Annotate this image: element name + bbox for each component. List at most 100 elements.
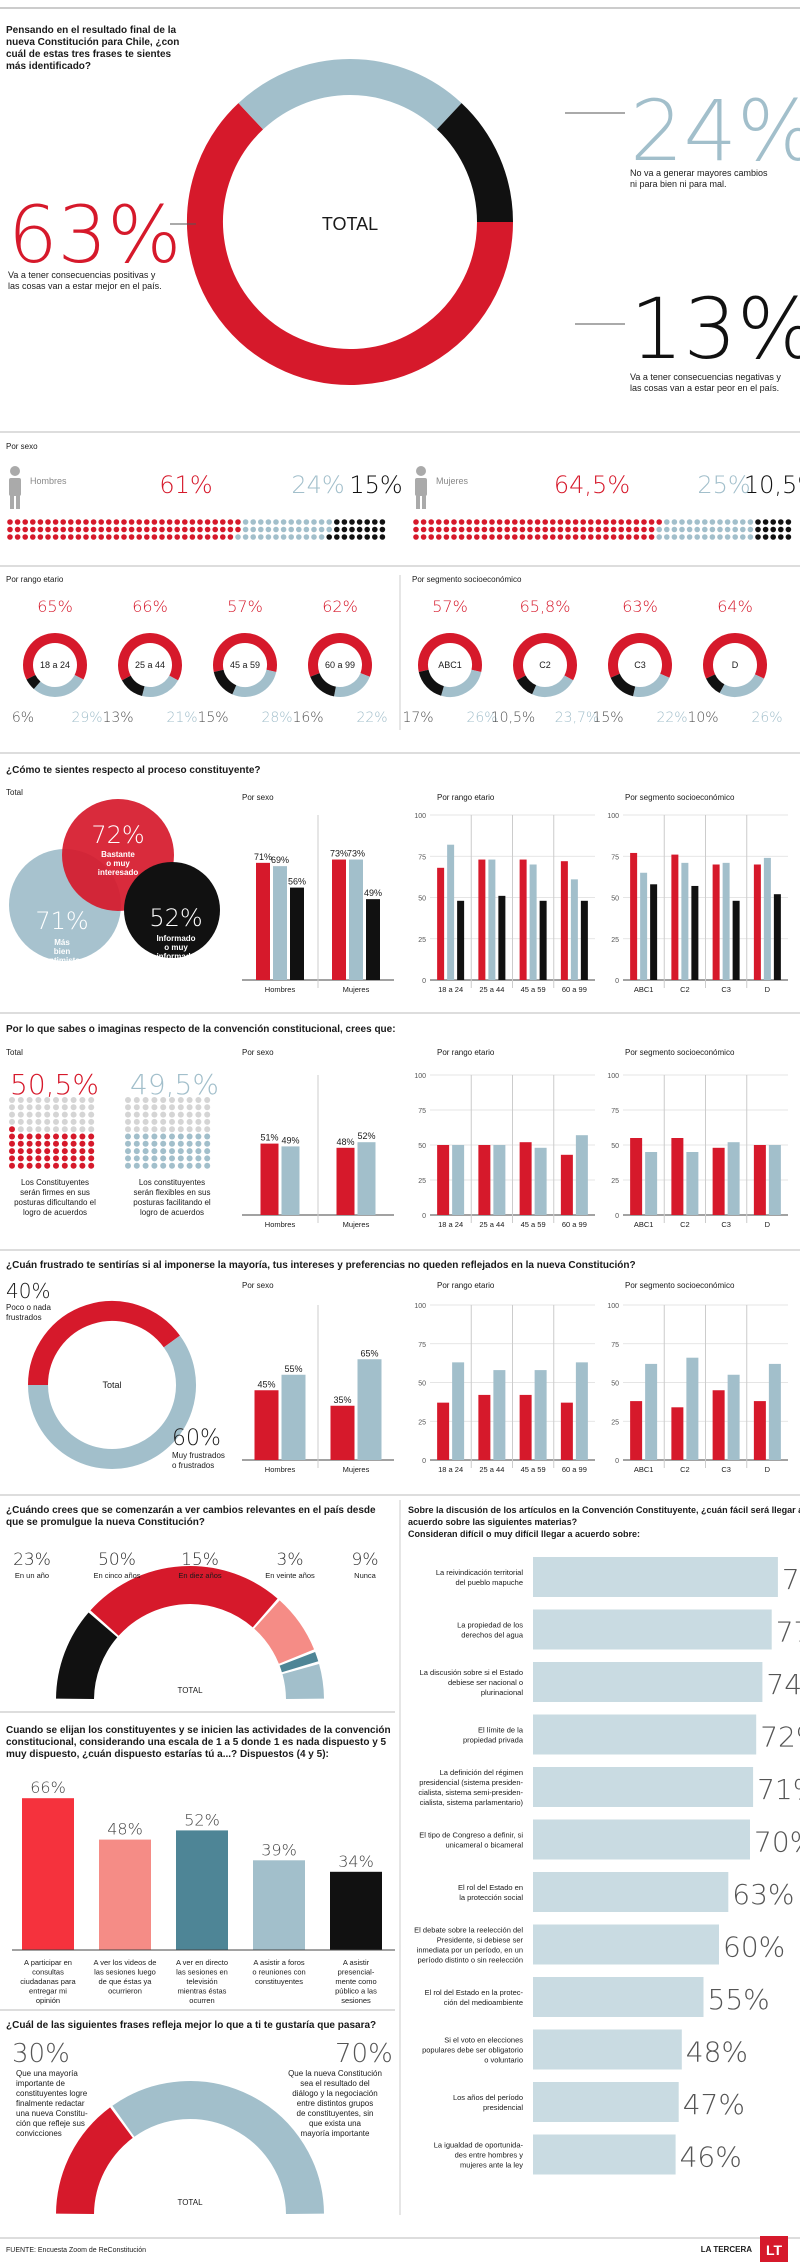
difficulty-topic: plurinacional <box>481 1688 523 1697</box>
interest-sex-chart-bar-value: 71% <box>254 852 272 862</box>
changes-label: En un año <box>15 1571 49 1580</box>
donut-label: 18 a 24 <box>40 660 70 670</box>
mujeres-dot <box>504 526 511 533</box>
flexible-dot-matrix-dot <box>142 1140 149 1147</box>
interest-sex-chart-bar-value: 69% <box>271 855 289 865</box>
mujeres-dot <box>496 526 503 533</box>
hombres-dot <box>280 534 287 540</box>
mujeres-dot <box>542 526 548 533</box>
disposition-bar <box>99 1839 151 1950</box>
hombres-dot <box>113 526 120 533</box>
difficulty-topic: presidencial (sistema presiden- <box>419 1778 523 1787</box>
flexible-dot-matrix-dot <box>169 1148 175 1155</box>
mujeres-dot <box>466 534 473 540</box>
mujeres-dot <box>481 534 488 540</box>
frustration-sex-chart-bar-value: 35% <box>333 1395 351 1405</box>
flexible-dot-matrix-dot <box>186 1155 193 1162</box>
flexible-caption: posturas facilitando el <box>133 1198 211 1207</box>
hombres-dot <box>356 526 363 533</box>
mujeres-dot <box>496 519 503 525</box>
attitude-seg-chart-category-label: D <box>765 1220 771 1229</box>
hombres-dot <box>52 519 59 525</box>
changes-half-donut-segment <box>90 1566 278 1637</box>
flexible-dot-matrix-dot <box>125 1148 131 1155</box>
mujeres-dot <box>702 519 708 525</box>
majority-caption: finalmente redactar <box>16 2099 85 2108</box>
flexible-caption: logro de acuerdos <box>140 1208 204 1217</box>
firm-dot-matrix-dot <box>61 1148 68 1155</box>
small-donut-segment <box>719 674 764 697</box>
firm-dot-matrix-dot <box>35 1118 42 1125</box>
hombres-dot <box>341 526 348 533</box>
flexible-dot-matrix-dot <box>125 1140 131 1147</box>
flexible-dot-matrix-dot <box>204 1126 211 1133</box>
attitude-seg-chart-tick-label: 75 <box>611 1108 619 1115</box>
mujeres-dot <box>656 534 662 540</box>
hombres-dot <box>379 519 386 525</box>
flexible-dot-matrix-dot <box>160 1148 167 1155</box>
firm-percent: 50,5% <box>10 1068 99 1101</box>
frustration-seg-chart-bar <box>686 1357 699 1460</box>
flexible-dot-matrix-dot <box>186 1140 193 1147</box>
difficulty-topic: El debate sobre la reelección del <box>414 1926 523 1935</box>
attitude-sex-chart-bar-value: 52% <box>357 1131 375 1141</box>
hombres-dot <box>334 519 340 525</box>
flexible-dot-matrix-dot <box>195 1111 202 1118</box>
interest-age-chart-bar <box>478 859 486 980</box>
venn-blue-caption: bien <box>54 947 71 956</box>
firm-dot-matrix-dot <box>88 1097 95 1103</box>
flexible-caption: serán flexibles en sus <box>134 1188 211 1197</box>
changes-half-donut-segment <box>253 1600 315 1665</box>
hombres-dot <box>265 526 272 533</box>
frustration-seg-chart-tick-label: 75 <box>611 1342 619 1349</box>
flexible-dot-matrix-dot <box>151 1111 158 1118</box>
interest-seg-chart-bar <box>691 885 699 980</box>
difficulty-topic: del pueblo mapuche <box>455 1578 523 1587</box>
venn-blue-caption: Más <box>54 938 70 947</box>
attitude-sex-chart-bar-value: 49% <box>281 1135 299 1145</box>
question-text: ¿Cuán frustrado te sentirías si al impon… <box>6 1260 636 1271</box>
mujeres-dot <box>618 526 624 533</box>
hombres-dot <box>182 526 188 533</box>
attitude-seg-chart-bar <box>671 1138 684 1215</box>
flexible-dot-matrix-dot <box>151 1140 158 1147</box>
flexible-dot-matrix-dot <box>177 1097 184 1103</box>
donut-bottom-right-value: 21% <box>166 710 197 726</box>
frustration-seg-chart-bar <box>671 1407 684 1460</box>
donut-total-label: Total <box>102 1380 121 1390</box>
difficulty-topic: período distinto o sin reelección <box>418 1956 523 1965</box>
pos-percent: 63% <box>8 191 181 281</box>
interest-age-chart-tick-label: 50 <box>418 896 426 903</box>
hombres-dot <box>273 519 279 525</box>
mujeres-dot <box>732 534 738 540</box>
mujeres-dot <box>694 526 700 533</box>
donut-total-label: TOTAL <box>322 214 378 234</box>
interest-sex-chart-bar <box>290 887 304 980</box>
high-frustration-caption: Muy frustrados <box>172 1451 225 1460</box>
changes-percent: 3% <box>277 1550 304 1570</box>
mujeres-dot <box>709 519 716 525</box>
hombres-dot <box>68 526 74 533</box>
difficulty-topic: Si el voto en elecciones <box>444 2036 523 2045</box>
mujeres-dot <box>580 526 586 533</box>
hombres-dot <box>379 526 386 533</box>
donut-bottom-left-value: 16% <box>292 710 323 726</box>
interest-seg-chart-bar <box>630 852 638 980</box>
interest-sex-chart-bar <box>273 866 287 980</box>
flexible-dot-matrix-dot <box>133 1162 140 1169</box>
flexible-dot-matrix-dot <box>142 1133 149 1140</box>
mujeres-dot <box>557 519 564 525</box>
mujeres-dot <box>542 534 548 540</box>
donut-top-value: 65% <box>37 597 73 616</box>
donut-bottom-right-value: 26% <box>466 710 497 726</box>
hombres-dot <box>151 534 158 540</box>
hombres-dot <box>22 526 29 533</box>
attitude-age-chart-bar <box>478 1145 491 1215</box>
interest-age-chart-bar <box>570 879 578 980</box>
venn-red-caption: interesado <box>98 868 139 877</box>
firm-dot-matrix-dot <box>17 1118 24 1125</box>
hombres-dot <box>334 534 340 540</box>
disposition-bar <box>330 1871 382 1950</box>
flexible-dot-matrix-dot <box>169 1118 175 1125</box>
flexible-dot-matrix-dot <box>186 1111 193 1118</box>
